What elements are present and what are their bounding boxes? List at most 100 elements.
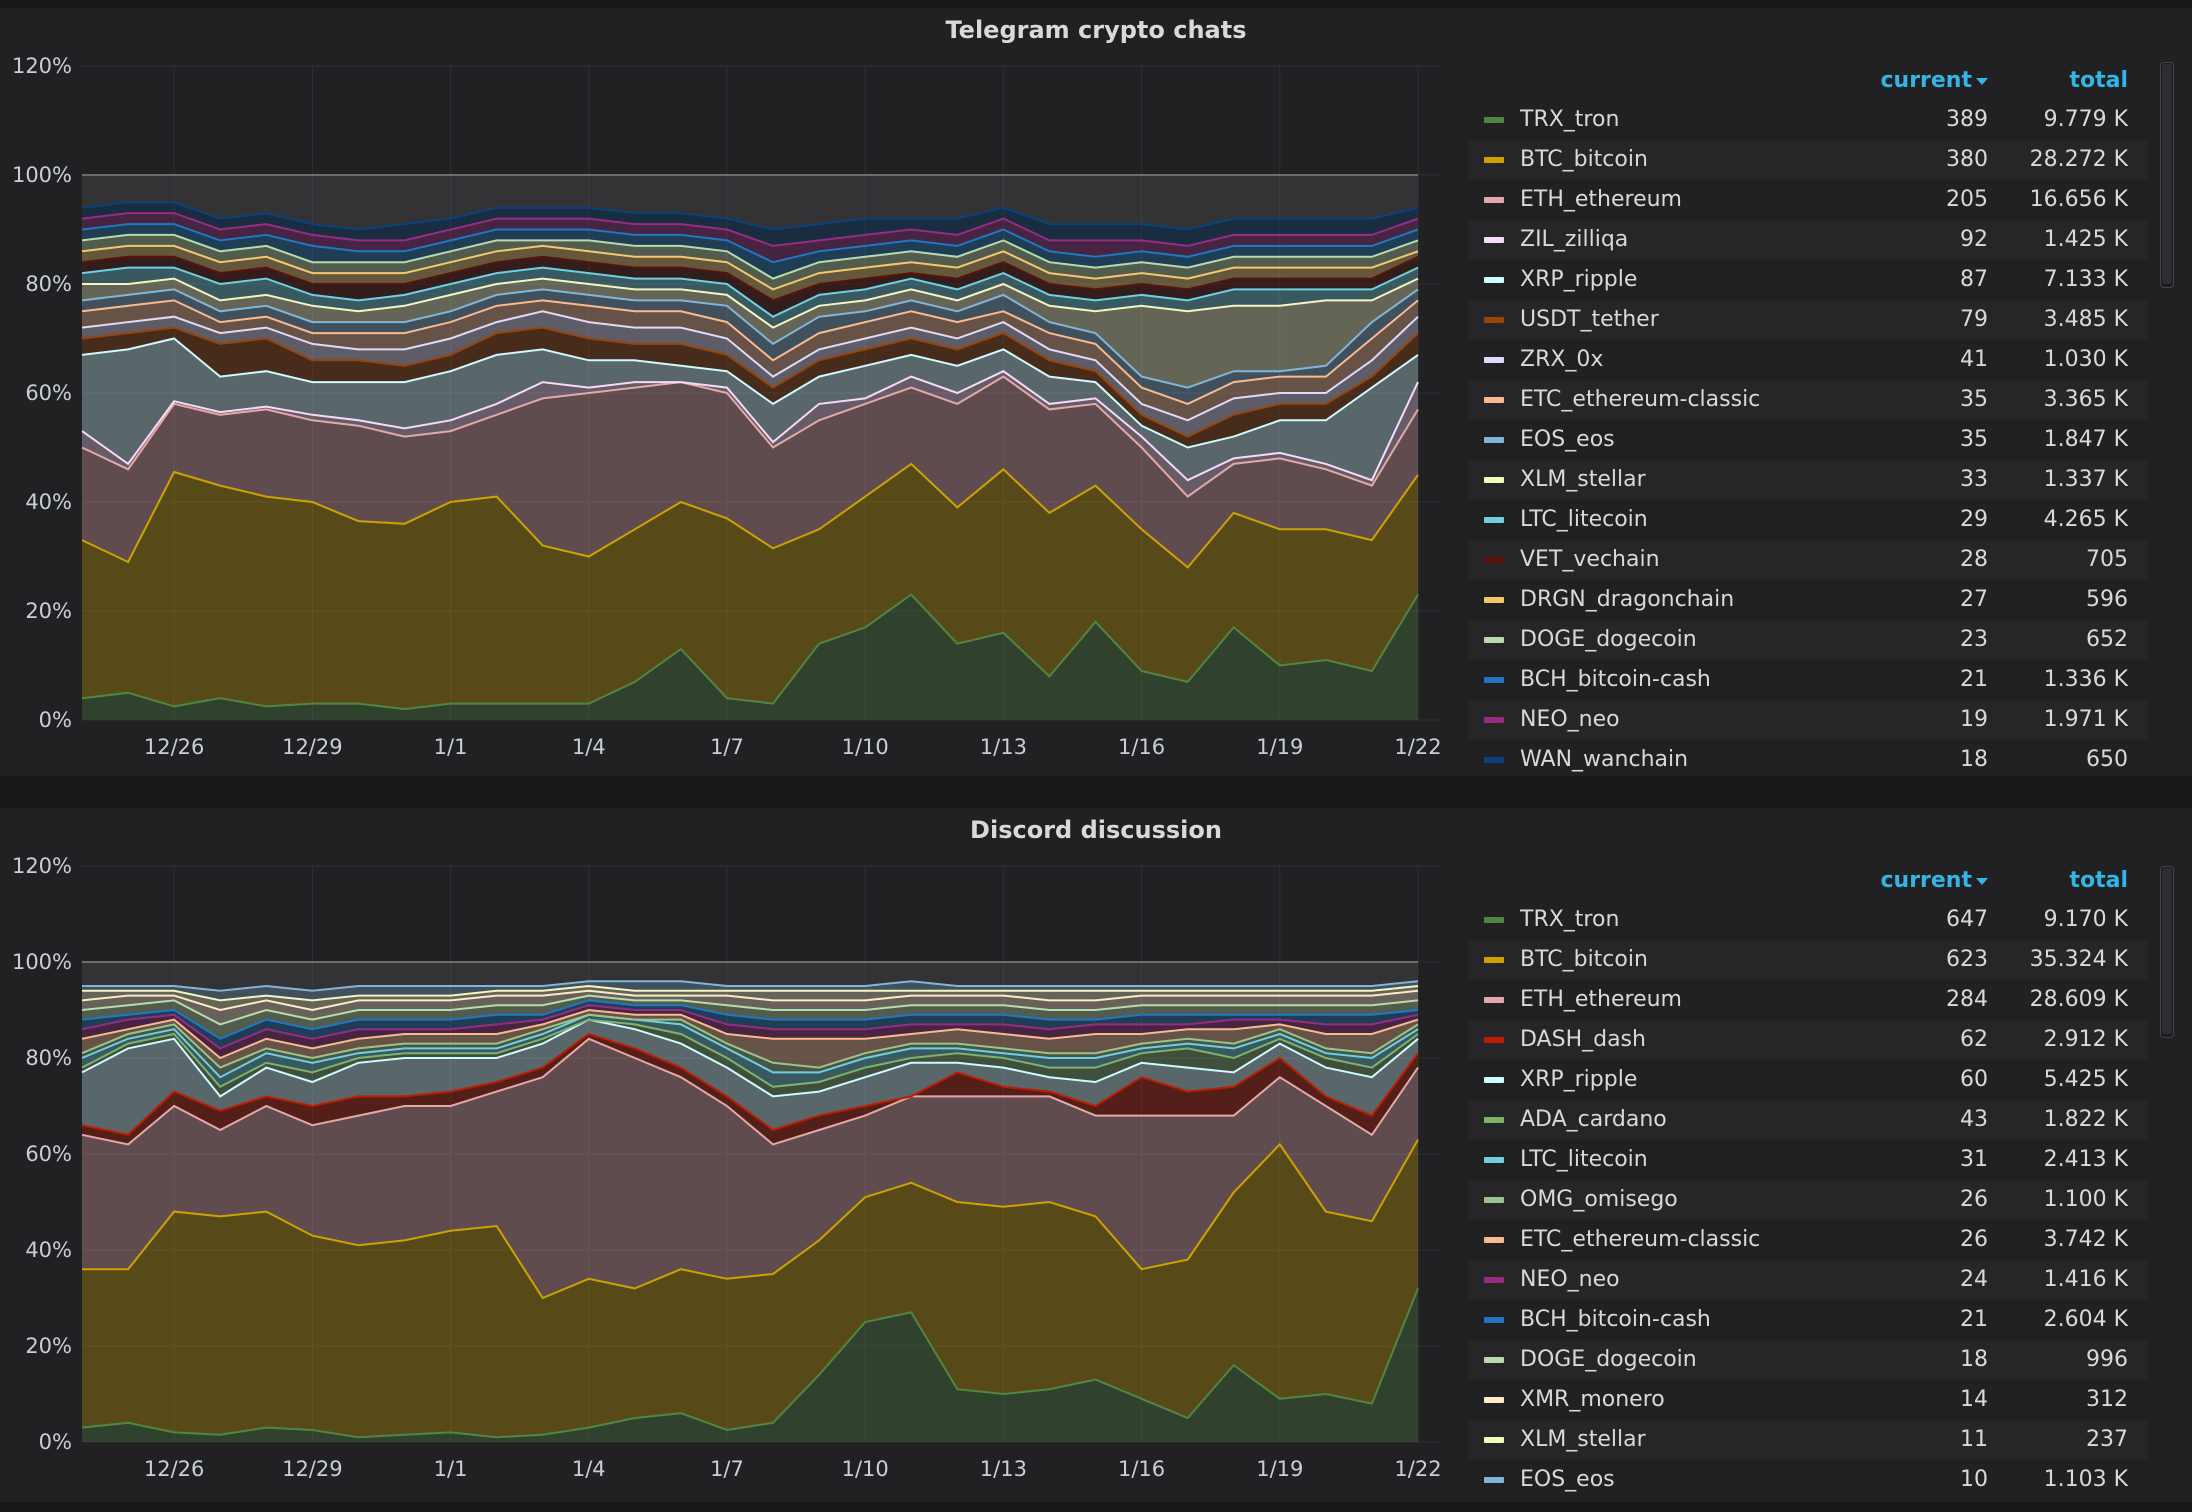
series-name[interactable]: EOS_eos (1520, 427, 1615, 452)
series-name[interactable]: BCH_bitcoin-cash (1520, 667, 1711, 692)
legend-item[interactable]: ADA_cardano 43 1.822 K (1468, 1100, 2148, 1140)
series-color-swatch[interactable] (1484, 917, 1504, 923)
series-name[interactable]: DOGE_dogecoin (1520, 1347, 1697, 1372)
legend-item[interactable]: ETC_ethereum-classic 26 3.742 K (1468, 1220, 2148, 1260)
legend-item[interactable]: ZIL_zilliqa 92 1.425 K (1468, 220, 2148, 260)
series-color-swatch[interactable] (1484, 477, 1504, 483)
legend-item[interactable]: WAN_wanchain 18 650 (1468, 740, 2148, 776)
legend-item[interactable]: LTC_litecoin 29 4.265 K (1468, 500, 2148, 540)
series-name[interactable]: XMR_monero (1520, 1387, 1665, 1412)
series-color-swatch[interactable] (1484, 1397, 1504, 1403)
legend-item[interactable]: TRX_tron 389 9.779 K (1468, 100, 2148, 140)
legend-item[interactable]: EOS_eos 35 1.847 K (1468, 420, 2148, 460)
legend-item[interactable]: ETC_ethereum-classic 35 3.365 K (1468, 380, 2148, 420)
series-color-swatch[interactable] (1484, 717, 1504, 723)
series-color-swatch[interactable] (1484, 1117, 1504, 1123)
series-color-swatch[interactable] (1484, 597, 1504, 603)
telegram-area-chart[interactable]: 0% 20% 40% 60% 80% 100% 120% 12/26 12/29 1/1 1/4 1/… (0, 8, 1460, 776)
series-color-swatch[interactable] (1484, 557, 1504, 563)
series-color-swatch[interactable] (1484, 1317, 1504, 1323)
legend-current-sort[interactable]: current (1880, 868, 1988, 893)
series-name[interactable]: ETC_ethereum-classic (1520, 1227, 1761, 1252)
legend-item[interactable]: DRGN_dragonchain 27 596 (1468, 580, 2148, 620)
series-color-swatch[interactable] (1484, 757, 1504, 763)
scrollbar-thumb[interactable] (2162, 868, 2172, 1034)
legend-item[interactable]: XMR_monero 14 312 (1468, 1380, 2148, 1420)
series-name[interactable]: ZRX_0x (1520, 347, 1604, 372)
legend-item[interactable]: BTC_bitcoin 380 28.272 K (1468, 140, 2148, 180)
legend-current-sort[interactable]: current (1880, 68, 1988, 93)
series-color-swatch[interactable] (1484, 1237, 1504, 1243)
series-color-swatch[interactable] (1484, 317, 1504, 323)
series-name[interactable]: BCH_bitcoin-cash (1520, 1307, 1711, 1332)
series-name[interactable]: ETH_ethereum (1520, 187, 1682, 212)
legend-item[interactable]: OMG_omisego 26 1.100 K (1468, 1180, 2148, 1220)
series-name[interactable]: OMG_omisego (1520, 1187, 1678, 1212)
legend-total-sort[interactable]: total (2069, 68, 2128, 93)
series-name[interactable]: TRX_tron (1520, 107, 1620, 132)
series-color-swatch[interactable] (1484, 117, 1504, 123)
legend-scrollbar[interactable] (2160, 866, 2174, 1038)
series-color-swatch[interactable] (1484, 1357, 1504, 1363)
series-color-swatch[interactable] (1484, 437, 1504, 443)
legend-total-sort[interactable]: total (2069, 868, 2128, 893)
legend-item[interactable]: EOS_eos 10 1.103 K (1468, 1460, 2148, 1500)
legend-item[interactable]: BTC_bitcoin 623 35.324 K (1468, 940, 2148, 980)
series-name[interactable]: LTC_litecoin (1520, 1147, 1648, 1172)
series-name[interactable]: XLM_stellar (1520, 1427, 1646, 1452)
legend-item[interactable]: XRP_ripple 60 5.425 K (1468, 1060, 2148, 1100)
discord-area-chart[interactable]: 0% 20% 40% 60% 80% 100% 120% 12/26 12/29 1/1 1/4 1/… (0, 808, 1460, 1502)
legend-item[interactable]: TRX_tron 647 9.170 K (1468, 900, 2148, 940)
panel-title[interactable]: Telegram crypto chats (945, 16, 1247, 44)
series-name[interactable]: NEO_neo (1520, 707, 1620, 732)
series-name[interactable]: BTC_bitcoin (1520, 147, 1648, 172)
series-color-swatch[interactable] (1484, 277, 1504, 283)
legend-item[interactable]: BCH_bitcoin-cash 21 1.336 K (1468, 660, 2148, 700)
series-name[interactable]: VET_vechain (1520, 547, 1660, 572)
series-color-swatch[interactable] (1484, 517, 1504, 523)
series-color-swatch[interactable] (1484, 1437, 1504, 1443)
series-name[interactable]: ZIL_zilliqa (1520, 227, 1629, 252)
legend-item[interactable]: BCH_bitcoin-cash 21 2.604 K (1468, 1300, 2148, 1340)
series-color-swatch[interactable] (1484, 237, 1504, 243)
series-name[interactable]: LTC_litecoin (1520, 507, 1648, 532)
series-color-swatch[interactable] (1484, 397, 1504, 403)
series-color-swatch[interactable] (1484, 1157, 1504, 1163)
legend-item[interactable]: DOGE_dogecoin 23 652 (1468, 620, 2148, 660)
scrollbar-thumb[interactable] (2162, 64, 2172, 284)
series-name[interactable]: DASH_dash (1520, 1027, 1646, 1052)
legend-item[interactable]: XLM_stellar 11 237 (1468, 1420, 2148, 1460)
series-name[interactable]: TRX_tron (1520, 907, 1620, 932)
legend-item[interactable]: XRP_ripple 87 7.133 K (1468, 260, 2148, 300)
legend-item[interactable]: NEO_neo 19 1.971 K (1468, 700, 2148, 740)
series-name[interactable]: WAN_wanchain (1520, 747, 1689, 772)
series-color-swatch[interactable] (1484, 1477, 1504, 1483)
legend-item[interactable]: ETH_ethereum 284 28.609 K (1468, 980, 2148, 1020)
series-name[interactable]: DOGE_dogecoin (1520, 627, 1697, 652)
series-name[interactable]: ETH_ethereum (1520, 987, 1682, 1012)
series-name[interactable]: XLM_stellar (1520, 467, 1646, 492)
series-name[interactable]: XRP_ripple (1520, 267, 1638, 292)
series-color-swatch[interactable] (1484, 677, 1504, 683)
series-name[interactable]: DRGN_dragonchain (1520, 587, 1735, 612)
legend-item[interactable]: LTC_litecoin 31 2.413 K (1468, 1140, 2148, 1180)
panel-title[interactable]: Discord discussion (970, 816, 1222, 844)
series-color-swatch[interactable] (1484, 1197, 1504, 1203)
series-name[interactable]: BTC_bitcoin (1520, 947, 1648, 972)
series-color-swatch[interactable] (1484, 1277, 1504, 1283)
series-color-swatch[interactable] (1484, 357, 1504, 363)
series-color-swatch[interactable] (1484, 637, 1504, 643)
series-color-swatch[interactable] (1484, 1077, 1504, 1083)
series-name[interactable]: XRP_ripple (1520, 1067, 1638, 1092)
series-color-swatch[interactable] (1484, 157, 1504, 163)
series-color-swatch[interactable] (1484, 997, 1504, 1003)
series-name[interactable]: ADA_cardano (1520, 1107, 1667, 1132)
series-name[interactable]: ETC_ethereum-classic (1520, 387, 1761, 412)
series-color-swatch[interactable] (1484, 957, 1504, 963)
legend-item[interactable]: DOGE_dogecoin 18 996 (1468, 1340, 2148, 1380)
legend-item[interactable]: XLM_stellar 33 1.337 K (1468, 460, 2148, 500)
legend-item[interactable]: NEO_neo 24 1.416 K (1468, 1260, 2148, 1300)
series-color-swatch[interactable] (1484, 197, 1504, 203)
legend-item[interactable]: ETH_ethereum 205 16.656 K (1468, 180, 2148, 220)
legend-item[interactable]: VET_vechain 28 705 (1468, 540, 2148, 580)
